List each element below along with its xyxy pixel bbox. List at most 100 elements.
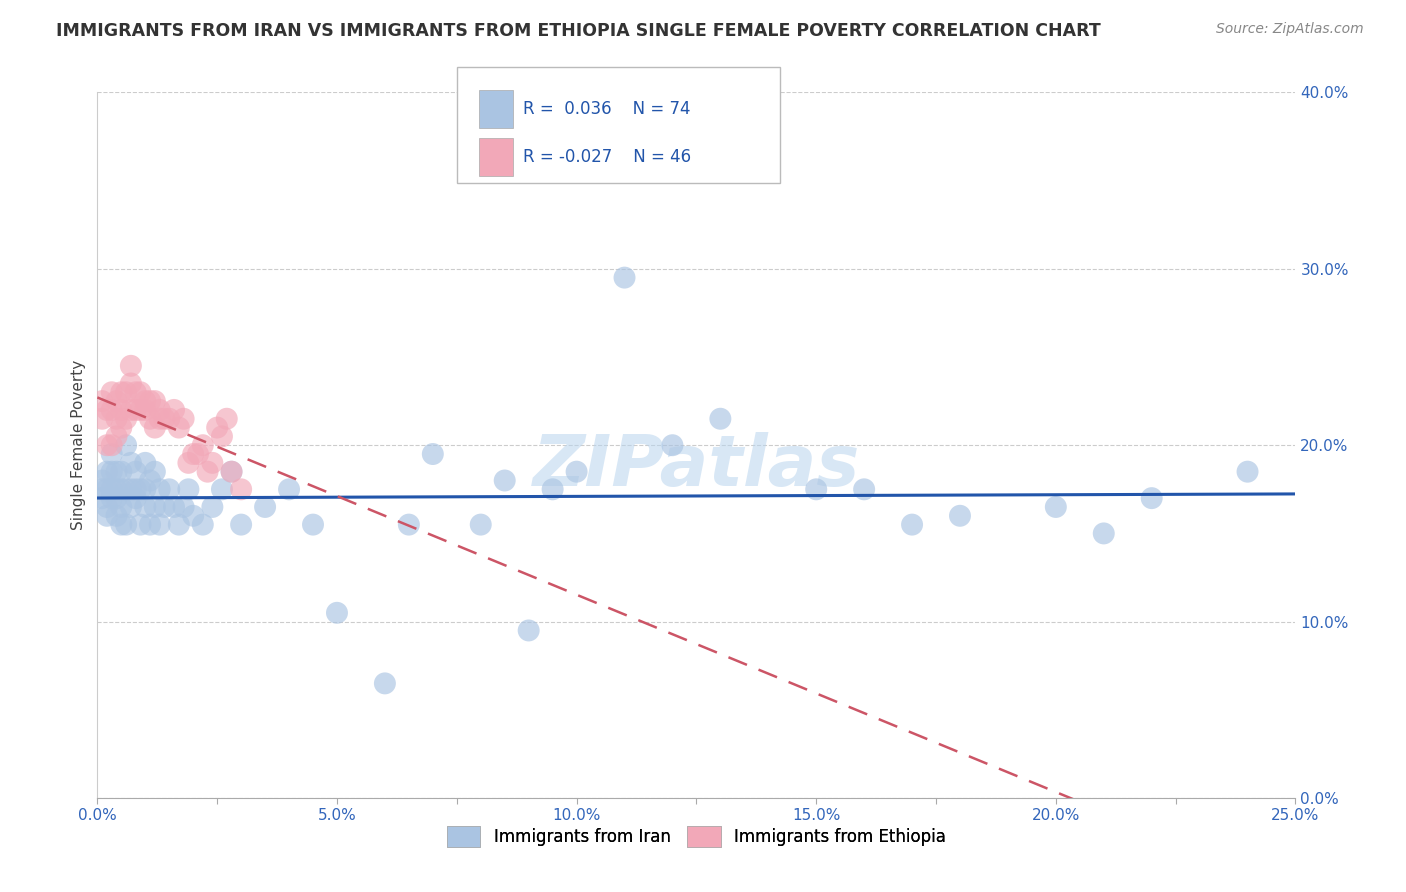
Point — [163, 403, 186, 417]
Point — [806, 483, 828, 497]
Point — [125, 385, 148, 400]
Point — [139, 517, 162, 532]
Point — [100, 438, 122, 452]
Point — [129, 403, 152, 417]
Point — [949, 508, 972, 523]
Point — [709, 411, 731, 425]
Point — [229, 483, 252, 497]
Point — [105, 508, 128, 523]
Point — [494, 474, 516, 488]
Point — [517, 624, 540, 638]
Point — [1236, 465, 1258, 479]
Point — [115, 411, 138, 425]
Point — [1092, 526, 1115, 541]
Point — [374, 676, 396, 690]
Point — [326, 606, 349, 620]
Point — [661, 438, 683, 452]
Point — [100, 491, 122, 505]
Point — [201, 500, 224, 514]
Point — [149, 483, 172, 497]
Point — [153, 500, 176, 514]
Point — [134, 500, 156, 514]
Point — [565, 465, 588, 479]
Point — [100, 483, 122, 497]
Point — [613, 270, 636, 285]
Point — [191, 517, 214, 532]
Point — [91, 491, 114, 505]
Point — [125, 483, 148, 497]
Point — [157, 483, 180, 497]
Point — [120, 456, 142, 470]
Point — [153, 411, 176, 425]
Point — [143, 500, 166, 514]
Point — [221, 465, 243, 479]
Point — [91, 474, 114, 488]
Point — [163, 500, 186, 514]
Point — [229, 517, 252, 532]
Point — [115, 438, 138, 452]
Point — [120, 500, 142, 514]
Point — [215, 411, 238, 425]
Point — [105, 491, 128, 505]
Point — [105, 429, 128, 443]
Point — [125, 465, 148, 479]
Point — [143, 465, 166, 479]
Point — [221, 465, 243, 479]
Y-axis label: Single Female Poverty: Single Female Poverty — [72, 360, 86, 531]
Point — [115, 483, 138, 497]
Point — [134, 394, 156, 409]
Point — [205, 420, 228, 434]
Point — [1045, 500, 1067, 514]
Point — [120, 403, 142, 417]
Text: ZIPatlas: ZIPatlas — [533, 432, 860, 501]
Point — [149, 411, 172, 425]
Point — [105, 394, 128, 409]
Point — [134, 456, 156, 470]
Point — [100, 447, 122, 461]
Text: R = -0.027    N = 46: R = -0.027 N = 46 — [523, 148, 692, 166]
Point — [110, 403, 132, 417]
Point — [100, 403, 122, 417]
Point — [422, 447, 444, 461]
Point — [139, 474, 162, 488]
Point — [96, 508, 118, 523]
Point — [110, 465, 132, 479]
Point — [110, 385, 132, 400]
Text: IMMIGRANTS FROM IRAN VS IMMIGRANTS FROM ETHIOPIA SINGLE FEMALE POVERTY CORRELATI: IMMIGRANTS FROM IRAN VS IMMIGRANTS FROM … — [56, 22, 1101, 40]
Point — [181, 447, 204, 461]
Text: Source: ZipAtlas.com: Source: ZipAtlas.com — [1216, 22, 1364, 37]
Point — [149, 403, 172, 417]
Point — [96, 403, 118, 417]
Point — [100, 465, 122, 479]
Point — [134, 403, 156, 417]
Point — [853, 483, 876, 497]
Point — [96, 483, 118, 497]
Point — [96, 465, 118, 479]
Point — [105, 411, 128, 425]
Point — [177, 456, 200, 470]
Point — [167, 420, 190, 434]
Point — [173, 500, 195, 514]
Point — [96, 500, 118, 514]
Point — [302, 517, 325, 532]
Point — [120, 359, 142, 373]
Point — [96, 438, 118, 452]
Point — [129, 385, 152, 400]
Point — [173, 411, 195, 425]
Point — [105, 483, 128, 497]
Point — [129, 517, 152, 532]
Point — [211, 483, 233, 497]
Point — [110, 500, 132, 514]
Text: R =  0.036    N = 74: R = 0.036 N = 74 — [523, 100, 690, 118]
Point — [105, 465, 128, 479]
Point — [149, 517, 172, 532]
Point — [91, 394, 114, 409]
Point — [139, 411, 162, 425]
Point — [120, 376, 142, 391]
Point — [1140, 491, 1163, 505]
Point — [110, 483, 132, 497]
Point — [115, 385, 138, 400]
Point — [181, 508, 204, 523]
Point — [541, 483, 564, 497]
Point — [125, 403, 148, 417]
